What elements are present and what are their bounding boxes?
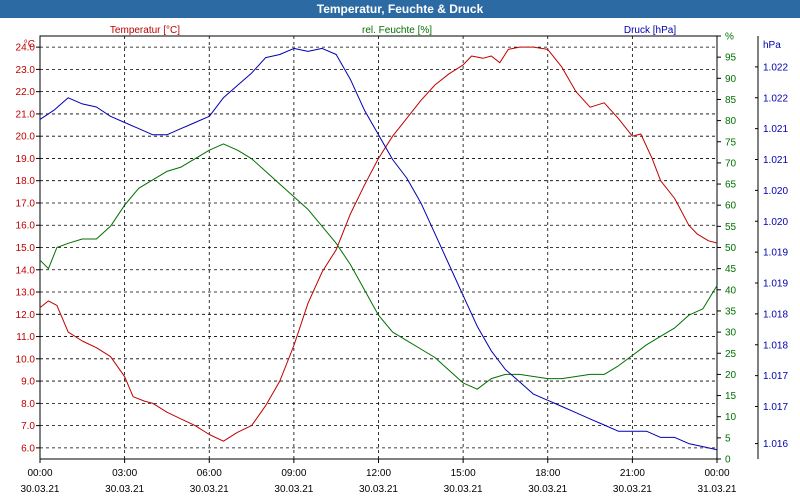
- mid-axis-tick-label: 80: [725, 116, 737, 127]
- x-axis-tick-date: 30.03.21: [190, 484, 229, 495]
- mid-axis-tick-label: 60: [725, 201, 737, 212]
- x-axis-tick-time: 03:00: [112, 468, 137, 479]
- right-axis-tick-label: 1.019: [763, 279, 788, 290]
- x-axis-tick-time: 06:00: [197, 468, 222, 479]
- mid-axis-tick-label: 95: [725, 53, 737, 64]
- left-axis-tick-label: 22.0: [16, 87, 36, 98]
- series-line-1: [39, 46, 718, 442]
- x-axis-tick-time: 12:00: [366, 468, 391, 479]
- x-axis-tick-time: 18:00: [535, 468, 560, 479]
- right-axis-tick-label: 1.022: [763, 62, 788, 73]
- series-line-2: [39, 143, 718, 390]
- left-axis-tick-label: 6.0: [21, 443, 35, 454]
- right-axis-tick-label: 1.022: [763, 93, 788, 104]
- left-axis-tick-label: 10.0: [16, 354, 36, 365]
- right-axis-tick-label: 1.019: [763, 248, 788, 259]
- mid-axis-tick-label: 40: [725, 285, 737, 296]
- left-axis-tick-label: 11.0: [16, 332, 35, 343]
- mid-axis-tick-label: 75: [725, 137, 737, 148]
- left-axis-tick-label: 13.0: [16, 288, 36, 299]
- left-axis-tick-label: 18.0: [16, 176, 36, 187]
- mid-axis-tick-label: 25: [725, 349, 737, 360]
- x-axis-tick-time: 09:00: [281, 468, 306, 479]
- x-axis-tick-time: 00:00: [27, 468, 52, 479]
- mid-axis-tick-label: 50: [725, 243, 737, 254]
- series-line-3: [39, 47, 718, 451]
- right-axis-tick-label: 1.018: [763, 309, 788, 320]
- right-axis-tick-label: 1.021: [763, 124, 788, 135]
- left-axis-tick-label: 20.0: [16, 132, 36, 143]
- right-axis-tick-label: 1.016: [763, 439, 788, 450]
- x-axis-tick-time: 15:00: [451, 468, 476, 479]
- mid-axis-tick-label: 65: [725, 180, 737, 191]
- left-axis-tick-label: 14.0: [16, 265, 36, 276]
- right-axis-tick-label: 1.020: [763, 186, 788, 197]
- left-axis-tick-label: 7.0: [21, 421, 35, 432]
- left-axis-tick-label: 17.0: [16, 198, 36, 209]
- right-axis-tick-label: 1.017: [763, 371, 788, 382]
- right-axis-tick-label: 1.017: [763, 402, 788, 413]
- x-axis-tick-date: 30.03.21: [528, 484, 567, 495]
- mid-axis-tick-label: 45: [725, 264, 737, 275]
- right-axis-tick-label: 1.018: [763, 340, 788, 351]
- right-axis-unit: hPa: [763, 40, 781, 51]
- x-axis-tick-date: 30.03.21: [613, 484, 652, 495]
- mid-axis-tick-label: 55: [725, 222, 737, 233]
- mid-axis-tick-label: 70: [725, 158, 737, 169]
- mid-axis-tick-label: %: [725, 32, 734, 43]
- x-axis-tick-date: 31.03.21: [698, 484, 737, 495]
- x-axis-tick-date: 30.03.21: [359, 484, 398, 495]
- left-axis-tick-label: 8.0: [21, 399, 35, 410]
- x-axis-tick-time: 21:00: [620, 468, 645, 479]
- left-axis-tick-label: 19.0: [16, 154, 36, 165]
- mid-axis-tick-label: 85: [725, 95, 737, 106]
- x-axis-tick-date: 30.03.21: [444, 484, 483, 495]
- x-axis-tick-date: 30.03.21: [274, 484, 313, 495]
- legend-entry-3: Druck [hPa]: [624, 25, 676, 36]
- mid-axis-tick-label: 30: [725, 328, 737, 339]
- chart-title: Temperatur, Feuchte & Druck: [0, 0, 800, 18]
- mid-axis-tick-label: 0: [725, 455, 731, 466]
- legend-entry-2: rel. Feuchte [%]: [362, 25, 432, 36]
- mid-axis-tick-label: 90: [725, 74, 737, 85]
- left-axis-tick-label: 21.0: [16, 109, 36, 120]
- x-axis-tick-date: 30.03.21: [21, 484, 60, 495]
- mid-axis-tick-label: 35: [725, 306, 737, 317]
- left-axis-tick-label: 23.0: [16, 65, 36, 76]
- mid-axis-tick-label: 5: [725, 433, 731, 444]
- mid-axis-tick-label: 20: [725, 370, 737, 381]
- x-axis-tick-time: 00:00: [704, 468, 729, 479]
- right-axis-tick-label: 1.021: [763, 155, 788, 166]
- x-axis-tick-date: 30.03.21: [105, 484, 144, 495]
- left-axis-tick-label: 24.0: [16, 43, 36, 54]
- left-axis-unit: °C: [24, 39, 35, 50]
- legend-entry-1: Temperatur [°C]: [110, 25, 180, 36]
- mid-axis-tick-label: 15: [725, 391, 737, 402]
- mid-axis-tick-label: 10: [725, 412, 737, 423]
- left-axis-tick-label: 16.0: [16, 221, 36, 232]
- left-axis-tick-label: 9.0: [21, 377, 35, 388]
- left-axis-tick-label: 12.0: [16, 310, 36, 321]
- right-axis-tick-label: 1.020: [763, 217, 788, 228]
- left-axis-tick-label: 15.0: [16, 243, 36, 254]
